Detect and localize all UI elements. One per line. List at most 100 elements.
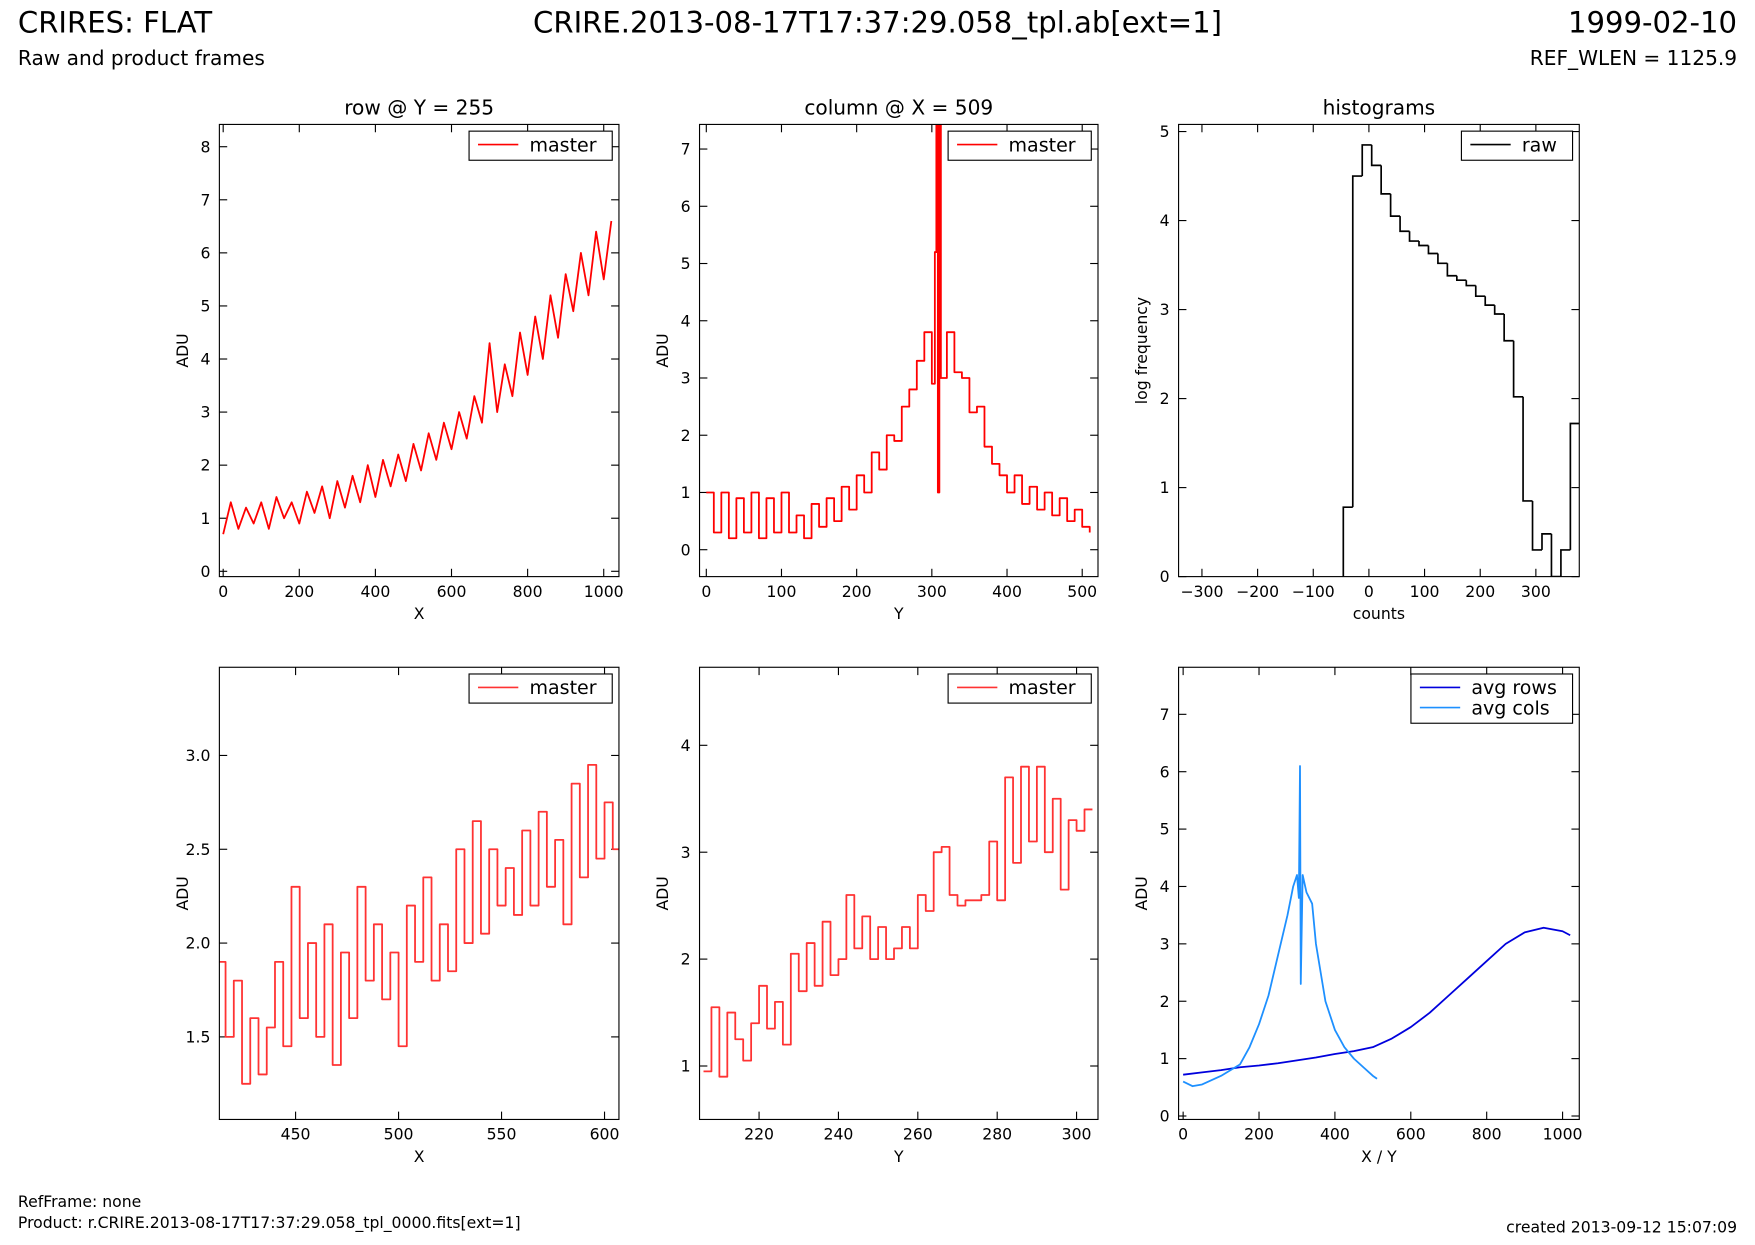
panel: X / Y ADU 0 200 400 600 800 1000 0 1 2 3 4 5 6 7 avg row… (1132, 666, 1583, 1166)
plot-area (1182, 765, 1571, 1088)
plot-area (222, 220, 613, 535)
x-axis-label: X (414, 604, 425, 623)
legend: raw (1460, 130, 1574, 161)
y-axis-label: ADU (653, 333, 672, 367)
x-tick-label: −200 (1236, 582, 1279, 601)
x-tick-label: 400 (360, 582, 390, 601)
y-tick-label: 4 (1160, 211, 1170, 230)
histogram-bin (1351, 175, 1363, 508)
x-tick-label: 240 (823, 1125, 853, 1144)
y-tick-label: 2 (200, 456, 210, 475)
histogram-bin (1380, 165, 1391, 195)
x-tick-label: 300 (1062, 1125, 1092, 1144)
panel-title: row @ Y = 255 (344, 95, 494, 119)
y-tick-label: 2 (1160, 389, 1170, 408)
x-tick-label: 0 (701, 582, 711, 601)
x-axis-label: Y (893, 1147, 904, 1166)
x-tick-label: 260 (903, 1125, 933, 1144)
y-tick-label: 4 (1160, 877, 1170, 896)
y-tick-label: 2 (681, 950, 691, 969)
histogram-bin (1437, 253, 1448, 265)
legend-label: master (530, 134, 597, 156)
x-tick-label: 200 (1244, 1125, 1274, 1144)
x-tick-label: 500 (384, 1125, 414, 1144)
histogram-bin (1531, 500, 1542, 551)
x-tick-label: 600 (590, 1125, 620, 1144)
plot-area (703, 765, 1093, 1078)
data-line (219, 763, 619, 1085)
panel: X ADU 450 500 550 600 1.5 2.0 2.5 3.0 master (173, 666, 620, 1166)
y-axis-label: ADU (653, 876, 672, 910)
histogram-bin (1503, 314, 1514, 342)
legend-box (1460, 130, 1574, 161)
x-tick-label: 800 (1472, 1125, 1502, 1144)
panel: column @ X = 509 Y ADU 0 100 200 300 400 500 0 1 2 3… (653, 95, 1099, 623)
legend-box (468, 673, 613, 704)
legend: master (468, 130, 613, 161)
y-tick-label: 5 (200, 297, 210, 316)
x-tick-label: 300 (917, 582, 947, 601)
x-tick-label: 0 (1178, 1125, 1188, 1144)
y-tick-label: 0 (681, 540, 691, 559)
y-tick-label: 4 (200, 350, 210, 369)
plot-frame (218, 123, 620, 578)
histogram-bin (1550, 533, 1561, 577)
legend-label: avg cols (1471, 697, 1549, 719)
y-axis-label: ADU (173, 876, 192, 910)
panel: histograms counts log frequency −300 −200 −10… (1132, 95, 1580, 623)
plot-frame (698, 123, 1099, 578)
x-tick-label: 0 (218, 582, 228, 601)
histogram-bin (1541, 533, 1552, 550)
legend: master (947, 673, 1092, 704)
y-tick-label: 3 (681, 843, 691, 862)
y-tick-label: 4 (681, 311, 691, 330)
legend-label: master (1009, 677, 1076, 699)
plot-frame (698, 666, 1099, 1121)
y-tick-label: 6 (1160, 762, 1170, 781)
x-tick-label: 1000 (1543, 1125, 1583, 1144)
page-title: CRIRES: FLAT (18, 6, 212, 40)
legend-label: master (530, 677, 597, 699)
plot-frame (218, 666, 620, 1121)
data-line (1183, 926, 1571, 1076)
legend-box (1410, 673, 1574, 724)
y-tick-label: 0 (1160, 567, 1170, 586)
panel: row @ Y = 255 X ADU 0 200 400 600 800 1000 0 1 2 3 4 5… (173, 95, 624, 623)
legend-label: master (1009, 134, 1076, 156)
legend-label: avg rows (1471, 677, 1557, 699)
panel-title: histograms (1323, 95, 1436, 119)
plot-area (219, 763, 619, 1085)
x-tick-label: 100 (767, 582, 797, 601)
legend-label: raw (1522, 134, 1557, 156)
y-tick-label: 2 (681, 426, 691, 445)
y-tick-label: 8 (200, 137, 210, 156)
histogram-bin (1493, 305, 1505, 315)
x-axis-label: X (414, 1147, 425, 1166)
y-tick-label: 6 (200, 243, 210, 262)
legend-box (947, 673, 1092, 704)
y-tick-label: 3.0 (186, 746, 211, 765)
x-axis-label: X / Y (1361, 1147, 1397, 1166)
plot-area (1342, 144, 1580, 577)
y-tick-label: 7 (1160, 705, 1170, 724)
x-tick-label: 500 (1067, 582, 1097, 601)
x-tick-label: 280 (982, 1125, 1012, 1144)
histogram-bin (1560, 549, 1571, 577)
x-tick-label: 400 (992, 582, 1022, 601)
y-tick-label: 1 (200, 509, 210, 528)
y-tick-label: 5 (1160, 122, 1170, 141)
subtitle: Raw and product frames (18, 46, 265, 70)
y-tick-label: 0 (1160, 1107, 1170, 1126)
y-tick-label: 5 (681, 254, 691, 273)
histogram-bin (1512, 340, 1524, 398)
date: 1999-02-10 (1568, 6, 1737, 40)
y-tick-label: 3 (681, 369, 691, 388)
x-tick-label: 550 (487, 1125, 517, 1144)
y-tick-label: 1 (681, 1057, 691, 1076)
legend-box (947, 130, 1092, 161)
y-tick-label: 2.0 (186, 934, 211, 953)
legend-box (468, 130, 613, 161)
y-tick-label: 3 (200, 403, 210, 422)
histogram-bin (1474, 285, 1486, 298)
histogram-bin (1446, 263, 1457, 277)
